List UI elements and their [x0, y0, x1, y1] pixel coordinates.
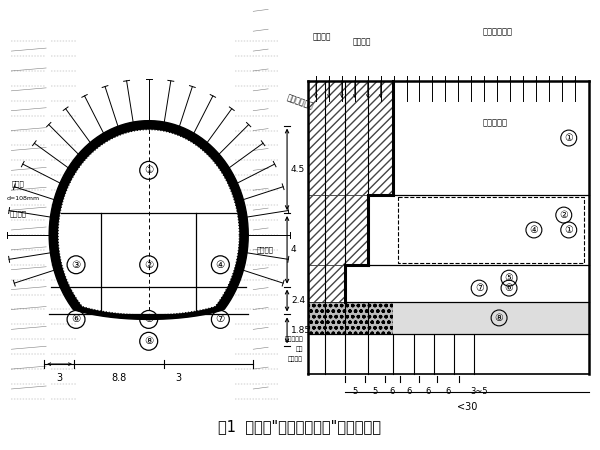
- Polygon shape: [392, 302, 589, 334]
- Text: 5: 5: [352, 387, 358, 396]
- Text: 防水: 防水: [295, 346, 303, 352]
- Polygon shape: [49, 121, 248, 320]
- Text: 初喷混凝土: 初喷混凝土: [284, 337, 303, 342]
- Text: ④: ④: [530, 225, 538, 235]
- Text: 钢架未示全: 钢架未示全: [483, 119, 508, 128]
- Text: 二次衬砌: 二次衬砌: [313, 32, 331, 41]
- Text: 6: 6: [426, 387, 431, 396]
- Polygon shape: [392, 81, 589, 195]
- Text: ①: ①: [565, 225, 573, 235]
- Text: 图1  河底段"三台阶七步法"施工步序图: 图1 河底段"三台阶七步法"施工步序图: [218, 419, 382, 434]
- Text: ⑧: ⑧: [494, 313, 503, 323]
- Text: ③: ③: [71, 260, 80, 270]
- Text: ⑥: ⑥: [505, 283, 514, 293]
- Text: ⑤: ⑤: [505, 273, 514, 283]
- Text: 6: 6: [446, 387, 451, 396]
- Text: 4.5: 4.5: [291, 165, 305, 174]
- Polygon shape: [58, 130, 239, 315]
- Text: ②: ②: [144, 260, 154, 270]
- Polygon shape: [308, 302, 472, 334]
- Text: 1.85: 1.85: [291, 326, 311, 335]
- Text: 系统径向锚杆: 系统径向锚杆: [285, 93, 314, 111]
- Text: 8.8: 8.8: [111, 373, 127, 383]
- Polygon shape: [345, 195, 589, 302]
- Text: ⑤: ⑤: [144, 315, 154, 324]
- Text: ⑥: ⑥: [71, 315, 80, 324]
- Text: ⑧: ⑧: [144, 336, 154, 346]
- Text: 矢管棚: 矢管棚: [11, 180, 24, 187]
- Text: ①: ①: [565, 133, 573, 143]
- Text: 3: 3: [176, 373, 182, 383]
- Text: d=108mm: d=108mm: [7, 196, 40, 201]
- Text: 初期支护: 初期支护: [353, 37, 371, 46]
- Text: 3: 3: [56, 373, 62, 383]
- Text: 3~5: 3~5: [470, 387, 488, 396]
- Text: <30: <30: [457, 402, 477, 412]
- Text: 超前注浆: 超前注浆: [10, 210, 26, 216]
- Text: ⑦: ⑦: [475, 283, 484, 293]
- Text: ①: ①: [144, 165, 154, 176]
- Text: 6: 6: [407, 387, 412, 396]
- Text: 5: 5: [372, 387, 377, 396]
- Text: 6: 6: [389, 387, 395, 396]
- Text: 仰拱填充: 仰拱填充: [288, 356, 303, 362]
- Text: ④: ④: [216, 260, 225, 270]
- Text: ②: ②: [559, 210, 568, 220]
- Text: 4: 4: [291, 245, 296, 254]
- Text: 初喷混凝: 初喷混凝: [256, 247, 273, 253]
- Text: ⑦: ⑦: [216, 315, 225, 324]
- Text: 系统径向锚杆: 系统径向锚杆: [483, 27, 513, 36]
- Text: 2.4: 2.4: [291, 296, 305, 305]
